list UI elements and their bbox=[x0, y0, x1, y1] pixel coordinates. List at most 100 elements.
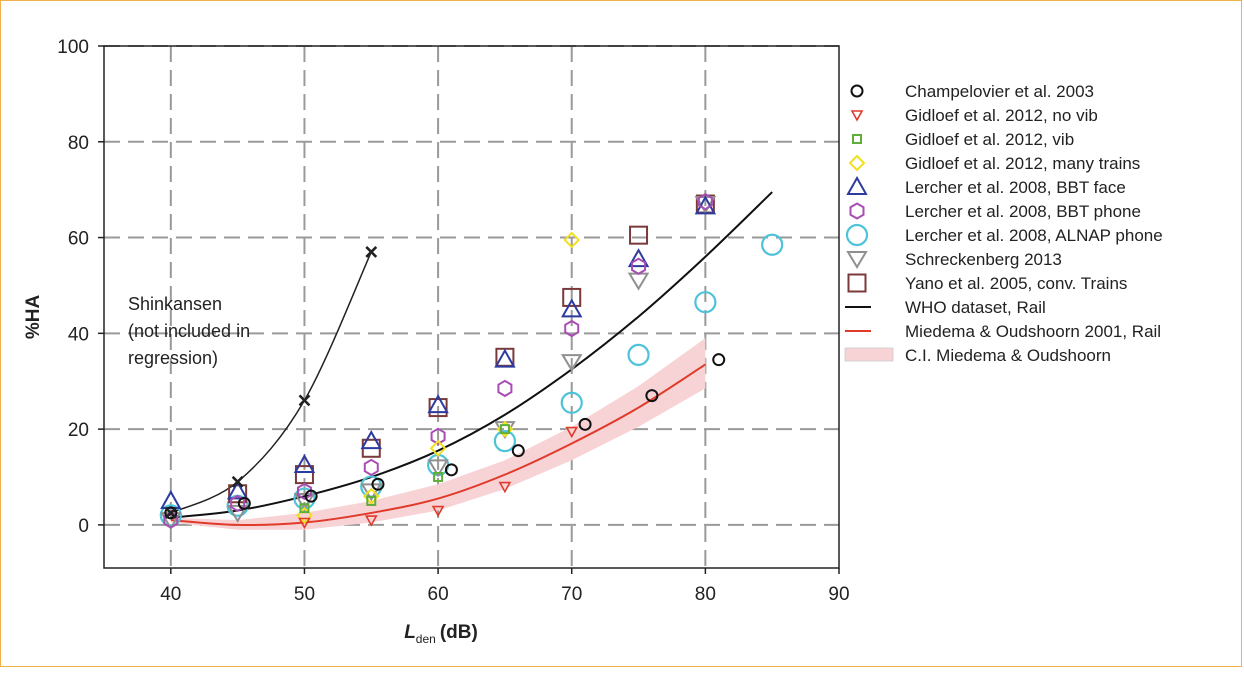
point-series-5-7 bbox=[631, 257, 647, 275]
x-tick-label-70: 70 bbox=[561, 584, 582, 605]
point-series-5-3 bbox=[363, 458, 379, 477]
point-series-2-3 bbox=[499, 424, 510, 435]
y-tick-label-80: 80 bbox=[68, 133, 89, 154]
point-series-2-2 bbox=[433, 472, 444, 483]
point-series-6-5 bbox=[493, 429, 517, 453]
point-series-6-0 bbox=[159, 504, 182, 527]
point-series-3-1 bbox=[362, 487, 380, 505]
shinkansen-point-3 bbox=[365, 246, 378, 258]
annotation-line-2: regression) bbox=[128, 348, 218, 368]
point-series-4-1 bbox=[226, 480, 249, 500]
x-axis-label-unit: (dB) bbox=[440, 622, 478, 643]
legend-swatch-1 bbox=[850, 110, 864, 122]
legend-label-7: Schreckenberg 2013 bbox=[905, 250, 1062, 269]
point-series-5-2 bbox=[296, 482, 312, 501]
annotation-line-1: (not included in bbox=[128, 321, 250, 341]
x-tick-label-80: 80 bbox=[695, 584, 716, 605]
shinkansen-point-1 bbox=[231, 475, 244, 488]
point-series-6-8 bbox=[694, 291, 717, 314]
legend-label-10: Miedema & Oudshoorn 2001, Rail bbox=[905, 322, 1161, 341]
annotation-line-0: Shinkansen bbox=[128, 294, 222, 314]
point-series-3-2 bbox=[429, 439, 447, 457]
legend-swatch-4 bbox=[846, 175, 868, 195]
x-axis-label-sub: den bbox=[416, 632, 436, 646]
point-series-2-0 bbox=[299, 503, 310, 514]
point-series-8-5 bbox=[562, 287, 582, 307]
point-series-0-5 bbox=[511, 444, 525, 458]
point-series-0-1 bbox=[237, 496, 251, 510]
point-series-3-4 bbox=[563, 231, 581, 249]
point-series-6-9 bbox=[761, 233, 784, 256]
x-tick-label-90: 90 bbox=[828, 584, 849, 605]
point-series-8-6 bbox=[629, 225, 649, 245]
legend-label-8: Yano et al. 2005, conv. Trains bbox=[905, 274, 1127, 293]
legend-label-5: Lercher et al. 2008, BBT phone bbox=[905, 202, 1141, 221]
y-tick-label-20: 20 bbox=[68, 420, 89, 441]
point-series-0-2 bbox=[304, 489, 318, 503]
curve-series-9 bbox=[170, 191, 773, 519]
point-series-5-8 bbox=[697, 192, 713, 211]
legend-label-4: Lercher et al. 2008, BBT face bbox=[905, 178, 1126, 197]
legend-label-2: Gidloef et al. 2012, vib bbox=[905, 130, 1074, 149]
point-series-5-5 bbox=[497, 379, 513, 398]
legend-swatch-7 bbox=[846, 251, 868, 269]
point-series-7-3 bbox=[360, 483, 383, 502]
y-tick-label-40: 40 bbox=[68, 324, 89, 345]
point-series-1-0 bbox=[298, 517, 311, 530]
point-series-5-6 bbox=[564, 319, 580, 338]
point-series-0-3 bbox=[371, 477, 385, 491]
y-tick-label-0: 0 bbox=[78, 516, 89, 537]
legend: Champelovier et al. 2003 Gidloef et al. 2… bbox=[844, 82, 1163, 365]
curve-layer bbox=[170, 191, 773, 526]
point-series-0-7 bbox=[645, 389, 659, 403]
point-series-0-4 bbox=[444, 463, 458, 477]
point-series-1-4 bbox=[565, 426, 579, 439]
legend-label-9: WHO dataset, Rail bbox=[905, 298, 1046, 317]
x-axis-label-main: L bbox=[404, 622, 416, 643]
shinkansen-point-2 bbox=[298, 394, 311, 407]
y-axis-label: %HA bbox=[23, 295, 44, 340]
point-series-7-7 bbox=[627, 272, 650, 291]
x-tick-label-60: 60 bbox=[428, 584, 449, 605]
point-series-4-7 bbox=[627, 248, 650, 268]
point-series-0-6 bbox=[578, 417, 592, 431]
legend-label-0: Champelovier et al. 2003 bbox=[905, 82, 1094, 101]
shinkansen-annotation: Shinkansen (not included in regression) bbox=[128, 294, 250, 368]
shinkansen-point-0 bbox=[164, 507, 177, 519]
points-layer bbox=[159, 192, 784, 531]
point-series-6-6 bbox=[560, 391, 583, 414]
legend-swatch-6 bbox=[845, 223, 869, 247]
point-series-5-0 bbox=[163, 511, 179, 529]
point-series-1-2 bbox=[431, 505, 445, 518]
point-series-4-2 bbox=[293, 453, 316, 474]
point-series-4-4 bbox=[427, 394, 449, 414]
point-series-0-0 bbox=[164, 506, 178, 520]
legend-swatch-2 bbox=[852, 134, 862, 144]
plot-area-border bbox=[103, 45, 840, 569]
ci-band bbox=[170, 338, 706, 530]
point-series-7-1 bbox=[226, 504, 249, 523]
legend-swatch-11 bbox=[844, 347, 894, 362]
point-series-8-0 bbox=[228, 484, 248, 504]
point-series-7-4 bbox=[427, 459, 449, 478]
legend-swatch-0 bbox=[850, 84, 864, 98]
curve-series-10 bbox=[170, 363, 706, 526]
point-series-5-4 bbox=[430, 427, 446, 445]
x-axis-label: Lden (dB) bbox=[404, 622, 478, 646]
shinkansen-line bbox=[170, 251, 372, 514]
y-tick-label-100: 100 bbox=[57, 37, 89, 58]
legend-label-11: C.I. Miedema & Oudshoorn bbox=[905, 346, 1111, 365]
x-tick-label-50: 50 bbox=[294, 584, 315, 605]
point-series-7-6 bbox=[560, 354, 583, 373]
legend-label-6: Lercher et al. 2008, ALNAP phone bbox=[905, 226, 1163, 245]
point-series-4-6 bbox=[561, 298, 583, 318]
point-series-4-3 bbox=[360, 430, 382, 450]
point-series-1-3 bbox=[498, 481, 512, 494]
legend-label-1: Gidloef et al. 2012, no vib bbox=[905, 106, 1098, 125]
point-series-4-5 bbox=[494, 348, 516, 368]
ci-band-layer bbox=[170, 338, 706, 530]
point-series-1-1 bbox=[364, 515, 378, 527]
legend-swatch-5 bbox=[849, 202, 865, 220]
